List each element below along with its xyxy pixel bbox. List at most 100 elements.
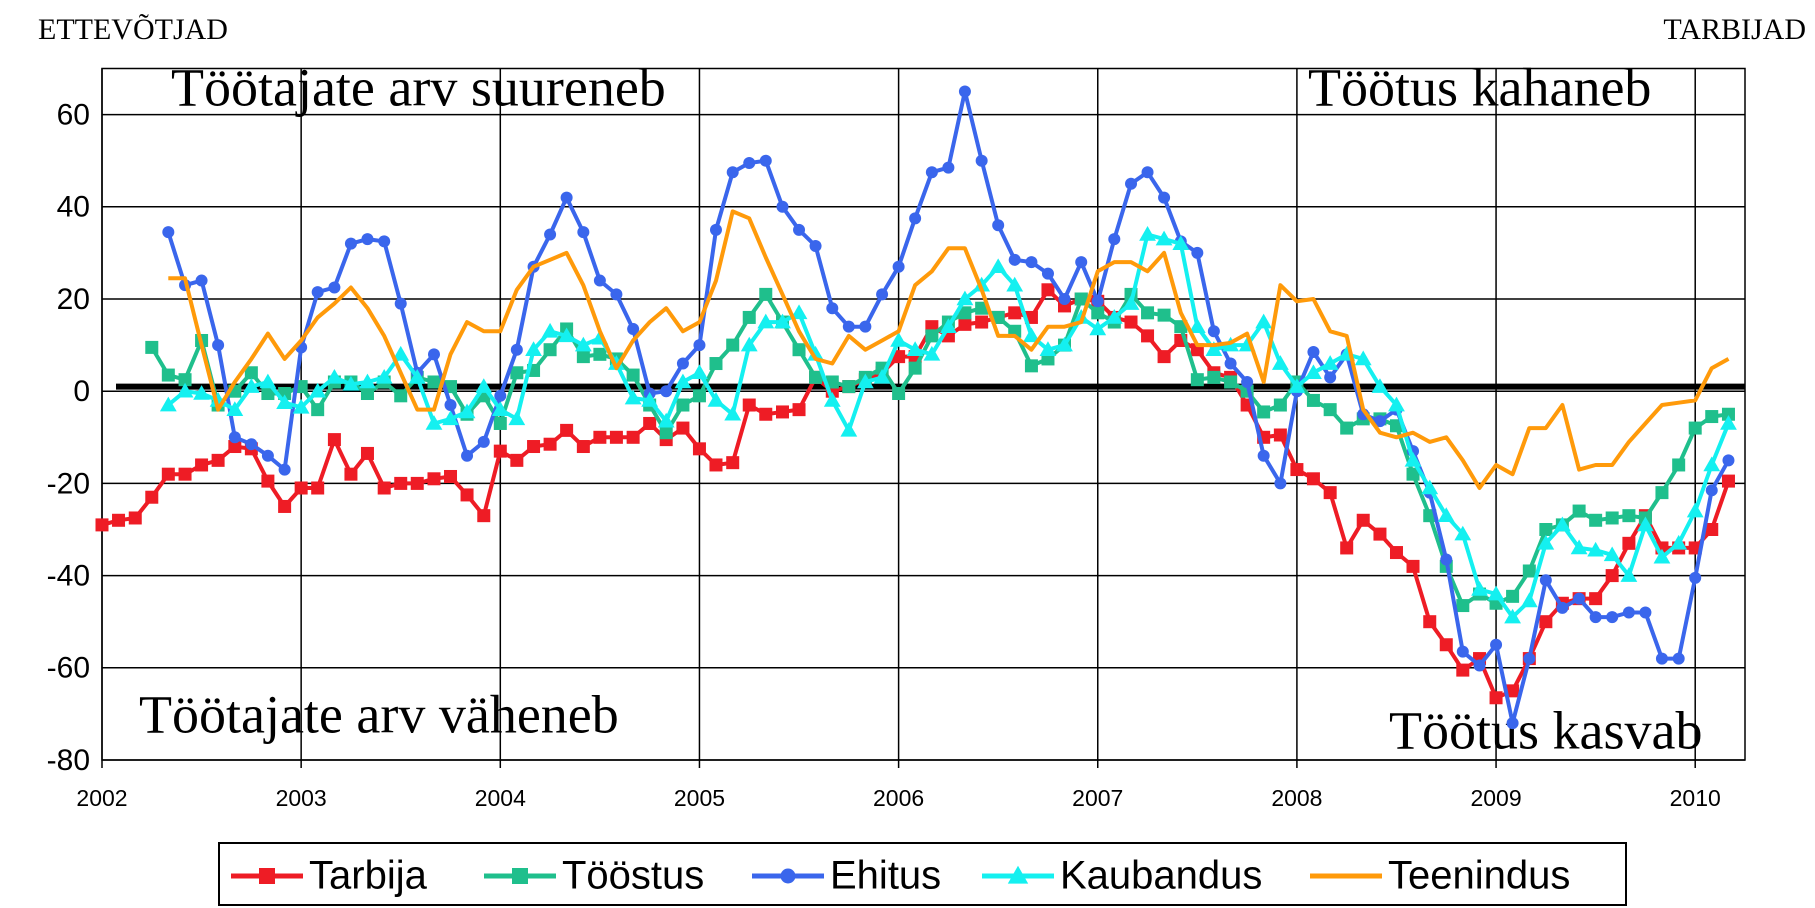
- marker: [991, 310, 1005, 324]
- marker: [1141, 306, 1155, 320]
- marker: [593, 430, 607, 444]
- x-tick-label: 2002: [76, 785, 127, 811]
- marker: [1473, 659, 1486, 672]
- marker: [1440, 553, 1453, 566]
- marker: [477, 435, 490, 448]
- marker: [477, 509, 491, 523]
- marker: [1637, 516, 1654, 532]
- marker: [1406, 559, 1420, 573]
- marker: [626, 368, 640, 382]
- marker: [692, 442, 706, 456]
- marker: [491, 401, 509, 416]
- marker: [311, 286, 324, 299]
- marker: [674, 373, 692, 389]
- marker: [676, 398, 690, 412]
- marker: [709, 223, 722, 236]
- y-tick-label: 60: [57, 99, 90, 132]
- x-tick-label: 2005: [674, 785, 725, 811]
- marker: [278, 499, 292, 513]
- legend-label: Teenindus: [1388, 854, 1570, 898]
- marker: [1139, 226, 1156, 241]
- marker: [328, 281, 341, 294]
- marker: [311, 403, 325, 417]
- marker: [226, 401, 244, 416]
- marker: [1041, 267, 1054, 280]
- marker: [427, 472, 441, 486]
- marker: [1490, 638, 1503, 651]
- marker: [1705, 484, 1718, 497]
- x-tick-label: 2009: [1470, 785, 1521, 811]
- marker: [1157, 350, 1171, 364]
- marker: [657, 412, 675, 428]
- marker: [809, 239, 822, 252]
- marker: [975, 154, 988, 167]
- marker: [1589, 611, 1602, 624]
- legend-item: Tööstus: [484, 854, 704, 898]
- marker: [1721, 407, 1735, 421]
- marker: [444, 469, 458, 483]
- marker: [1639, 606, 1652, 619]
- marker: [360, 387, 374, 401]
- marker: [742, 310, 756, 324]
- marker: [1007, 865, 1029, 884]
- marker: [1572, 504, 1586, 518]
- marker: [925, 166, 938, 179]
- marker: [1404, 451, 1422, 467]
- marker: [1008, 253, 1021, 266]
- marker: [1089, 320, 1107, 336]
- marker: [1537, 534, 1555, 550]
- marker: [1305, 364, 1322, 380]
- x-tick-label: 2006: [873, 785, 924, 811]
- marker: [1622, 509, 1636, 523]
- marker: [1456, 599, 1470, 613]
- marker: [1539, 615, 1553, 629]
- marker: [859, 320, 872, 333]
- marker: [939, 318, 957, 333]
- marker: [1539, 523, 1553, 536]
- marker: [1307, 346, 1320, 359]
- marker: [162, 226, 175, 239]
- marker: [1722, 454, 1735, 467]
- marker: [161, 368, 175, 382]
- marker: [493, 444, 507, 458]
- marker: [693, 339, 706, 352]
- marker: [512, 868, 528, 884]
- marker: [793, 223, 806, 236]
- marker: [643, 416, 657, 430]
- marker: [161, 467, 175, 481]
- marker: [1672, 652, 1685, 665]
- marker: [740, 336, 758, 352]
- marker: [1207, 370, 1221, 384]
- marker: [1141, 166, 1154, 179]
- marker: [1207, 325, 1220, 338]
- marker: [1290, 463, 1304, 477]
- marker: [176, 382, 194, 398]
- marker: [1124, 315, 1138, 329]
- marker: [344, 467, 358, 481]
- marker: [676, 357, 689, 370]
- marker: [392, 345, 410, 361]
- y-tick-label: 40: [57, 191, 90, 224]
- x-tick-label: 2010: [1670, 785, 1721, 811]
- marker: [378, 235, 391, 248]
- marker: [840, 421, 858, 437]
- marker: [377, 481, 391, 495]
- marker: [292, 398, 310, 414]
- marker: [461, 449, 474, 462]
- marker: [1705, 410, 1719, 424]
- y-tick-label: -20: [47, 467, 90, 500]
- marker: [1274, 477, 1287, 490]
- marker: [212, 339, 225, 352]
- marker: [1371, 378, 1389, 393]
- marker: [1655, 486, 1669, 500]
- marker: [1158, 191, 1171, 204]
- marker: [1620, 567, 1638, 582]
- marker: [1023, 327, 1040, 343]
- marker: [577, 226, 590, 239]
- marker: [1122, 295, 1140, 310]
- marker: [494, 389, 507, 402]
- legend-label: Tööstus: [562, 854, 704, 898]
- marker: [394, 389, 408, 403]
- marker: [294, 481, 308, 495]
